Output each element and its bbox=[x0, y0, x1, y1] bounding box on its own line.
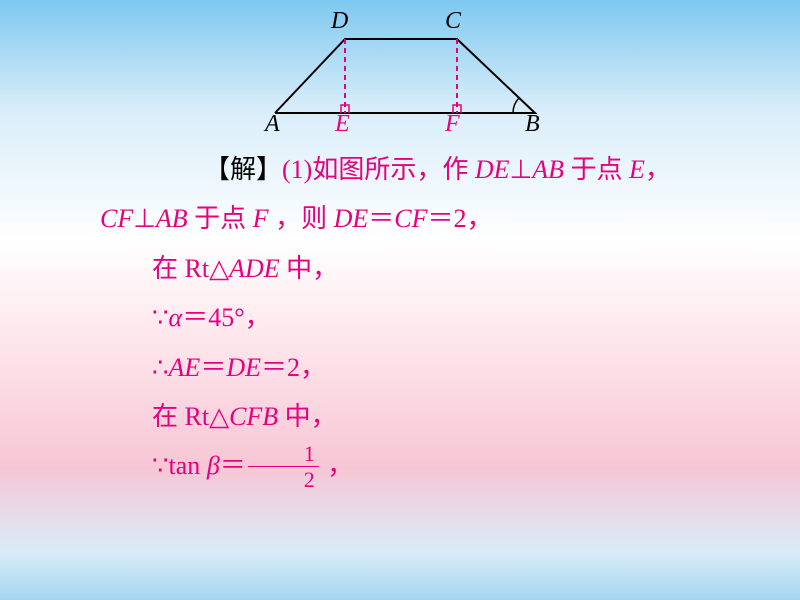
angle-arc-b bbox=[513, 98, 519, 113]
line-5: ∴AE＝DE＝2， bbox=[100, 343, 740, 392]
part-no: (1) bbox=[282, 155, 312, 184]
label-b: B bbox=[525, 111, 540, 138]
figure-svg bbox=[235, 6, 565, 146]
solution-text: 【解】(1)如图所示，作 DE⊥AB 于点 E， CF⊥AB 于点 F ，则 D… bbox=[100, 145, 740, 494]
line-2: CF⊥AB 于点 F ，则 DE＝CF＝2， bbox=[100, 194, 740, 243]
line-3: 在 Rt△ADE 中， bbox=[100, 244, 740, 293]
trapezoid-outline bbox=[275, 39, 535, 113]
label-c: C bbox=[445, 8, 461, 35]
fraction: 12 bbox=[248, 441, 319, 493]
label-e: E bbox=[335, 111, 350, 138]
label-d: D bbox=[331, 8, 348, 35]
trapezoid-figure: A B C D E F bbox=[235, 6, 565, 146]
line-7: ∵tan β＝12 ， bbox=[100, 441, 740, 494]
header: 【解】 bbox=[204, 155, 282, 184]
label-f: F bbox=[445, 111, 460, 138]
line-4: ∵α＝45°， bbox=[100, 293, 740, 342]
line-6: 在 Rt△CFB 中， bbox=[100, 392, 740, 441]
page: A B C D E F 【解】(1)如图所示，作 DE⊥AB 于点 E， CF⊥… bbox=[0, 0, 800, 600]
label-a: A bbox=[265, 111, 280, 138]
line-1: 【解】(1)如图所示，作 DE⊥AB 于点 E， bbox=[100, 145, 740, 194]
